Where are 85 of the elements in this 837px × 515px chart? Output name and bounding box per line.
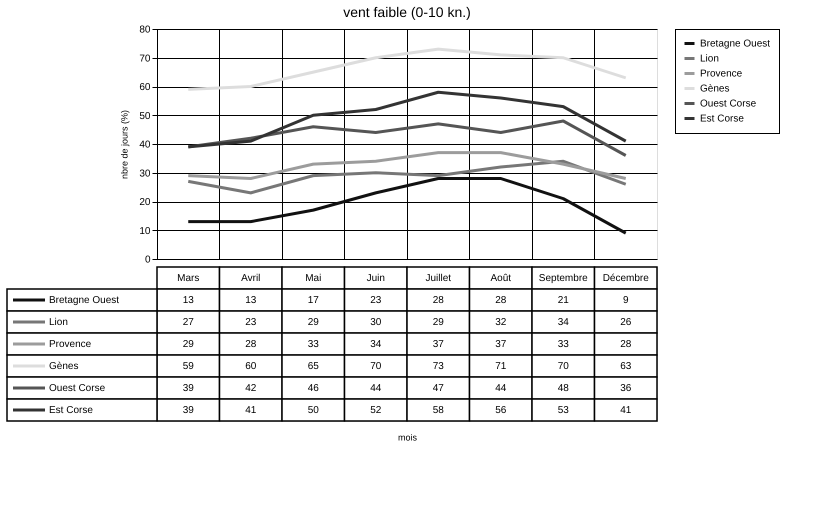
data-label: 28: [620, 339, 632, 350]
data-label: 33: [558, 339, 570, 350]
data-label: 44: [370, 383, 382, 394]
data-label: 13: [245, 295, 257, 306]
data-label: 37: [495, 339, 507, 350]
text: Est Corse: [49, 405, 93, 416]
text: Bretagne Ouest: [700, 38, 770, 50]
data-label: 63: [620, 361, 632, 372]
data-label: 42: [245, 383, 257, 394]
legend-label: Bretagne Ouest: [49, 295, 120, 306]
legend-label: Lion: [700, 54, 719, 64]
data-label: 9: [622, 295, 629, 306]
data-label: 46: [308, 383, 320, 394]
data-label: 27: [182, 317, 194, 328]
y-tick-label: 70: [139, 53, 151, 64]
y-tick-label: 30: [139, 168, 151, 180]
x-tick-label: Mars: [177, 273, 200, 284]
y-tick-label: 60: [139, 82, 151, 93]
line-series: [186, 90, 628, 148]
x-tick-label: Août: [490, 273, 512, 284]
data-label: 70: [370, 361, 382, 372]
x-tick-label: Juillet: [425, 273, 452, 284]
text: Ouest Corse: [49, 383, 106, 394]
y-tick-label: 40: [139, 140, 151, 150]
data-label: 44: [495, 383, 507, 394]
y-tick-label: 80: [139, 24, 151, 36]
data-label: 48: [558, 383, 570, 394]
data-label: 52: [370, 405, 382, 416]
data-label: 32: [495, 317, 507, 328]
x-tick-label: Juin: [366, 273, 385, 284]
line-series: [186, 177, 628, 235]
x-tick-label: Avril: [241, 273, 260, 284]
x-tick-label: Septembre: [538, 273, 588, 284]
data-label: 30: [370, 317, 382, 328]
legend-label: Gènes: [700, 84, 730, 94]
data-label: 53: [558, 405, 570, 416]
y-tick-label: 0: [144, 254, 151, 266]
chart-title: vent faible (0-10 kn.): [343, 4, 471, 20]
data-label: 41: [620, 405, 632, 416]
data-label: 56: [495, 405, 507, 416]
data-label: 29: [308, 317, 320, 328]
x-tick-label: Décembre: [602, 273, 650, 284]
data-label: 13: [182, 295, 194, 306]
data-label: 28: [432, 295, 444, 306]
data-label: 39: [182, 405, 194, 416]
data-label: 29: [432, 317, 444, 328]
text: Gènes: [49, 361, 78, 372]
data-label: 33: [308, 339, 320, 350]
data-label: 65: [308, 361, 320, 372]
data-label: 39: [182, 383, 194, 394]
x-tick-label: Mai: [305, 273, 322, 284]
data-label: 36: [620, 383, 632, 394]
data-label: 23: [245, 317, 257, 328]
data-label: 59: [182, 361, 194, 372]
data-label: 37: [432, 339, 444, 350]
legend-label: Ouest Corse: [700, 98, 757, 110]
y-tick-label: 10: [139, 226, 151, 237]
data-label: 60: [245, 361, 257, 372]
data-label: 34: [370, 339, 382, 350]
text: Provence: [49, 339, 92, 350]
data-label: 21: [558, 295, 570, 306]
legend-label: Est Corse: [700, 114, 744, 124]
data-label: 26: [620, 317, 632, 328]
data-label: 50: [308, 405, 320, 416]
data-label: 34: [558, 317, 570, 328]
text: mois: [398, 432, 418, 442]
text: Lion: [49, 317, 68, 328]
data-label: 73: [432, 361, 444, 372]
data-label: 28: [245, 339, 257, 350]
data-label: 29: [182, 339, 194, 350]
line-series: [186, 48, 628, 91]
data-label: 71: [495, 361, 507, 372]
line-series: [186, 160, 628, 194]
line-series: [186, 151, 628, 180]
legend-label: Provence: [700, 68, 743, 80]
data-label: 23: [370, 295, 382, 306]
y-axis-title: nbre de jours (%): [119, 110, 130, 180]
data-label: 17: [308, 295, 320, 306]
data-label: 70: [558, 361, 570, 372]
data-label: 58: [432, 405, 444, 416]
data-label: 28: [495, 295, 507, 306]
data-label: 47: [432, 383, 444, 394]
y-tick-label: 20: [139, 197, 151, 208]
y-tick-label: 50: [139, 110, 151, 122]
data-label: 41: [245, 405, 257, 416]
